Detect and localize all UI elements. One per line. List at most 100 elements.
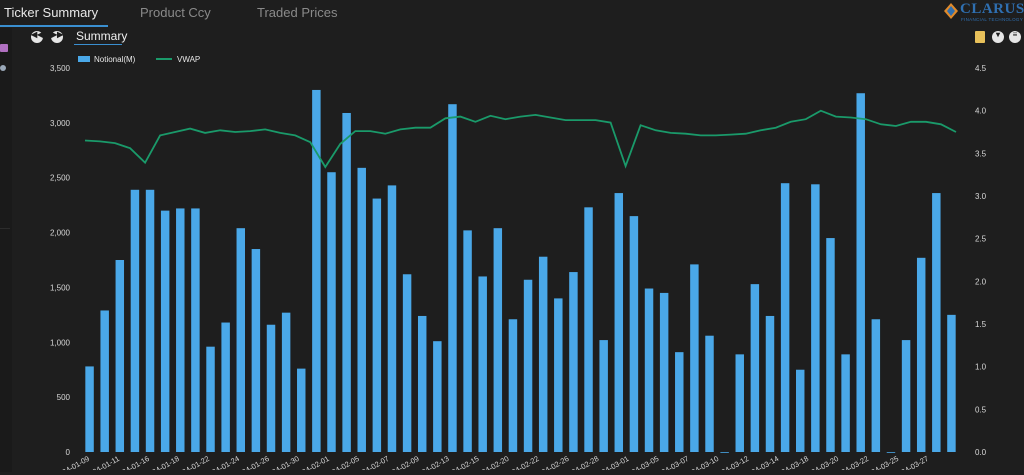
save-icon[interactable] <box>0 44 8 52</box>
x-tick-label: 2024-01-09 <box>53 454 91 470</box>
tab-traded-prices[interactable]: Traded Prices <box>257 5 338 20</box>
notional-bar[interactable] <box>100 310 109 452</box>
active-tab-indicator <box>0 25 108 27</box>
globe-icon[interactable] <box>0 65 6 71</box>
notional-bar[interactable] <box>569 272 578 452</box>
notional-bar[interactable] <box>780 183 790 452</box>
subtab-summary[interactable]: Summary <box>76 29 128 43</box>
notional-bar[interactable] <box>327 172 336 452</box>
notional-bar[interactable] <box>266 324 276 452</box>
summary-panel: ◀◀ ▶▶ Summary ▾ ≡ Notional(M) VWAP 0 500 1,… <box>22 29 1024 475</box>
notional-bar[interactable] <box>115 260 125 452</box>
y-left-tick-label: 2,500 <box>50 174 71 183</box>
notional-bar[interactable] <box>735 354 744 452</box>
notional-bar[interactable] <box>251 249 261 452</box>
y-right-tick-label: 4.5 <box>975 64 987 73</box>
y-right-tick-label: 1.0 <box>975 363 987 372</box>
logo-name: CLARUS <box>960 1 1024 17</box>
notional-bar[interactable] <box>886 452 896 453</box>
tab-product-ccy[interactable]: Product Ccy <box>140 5 211 20</box>
notional-bar[interactable] <box>478 276 487 452</box>
legend-notional-label: Notional(M) <box>94 55 136 64</box>
note-icon[interactable] <box>975 31 985 43</box>
collapse-icon[interactable]: ▾ <box>992 30 1004 43</box>
y-left-tick-label: 3,000 <box>50 119 71 128</box>
notional-bar[interactable] <box>191 208 200 452</box>
left-axis: 0 500 1,000 1,500 2,000 2,500 3,000 3,500 <box>50 64 71 457</box>
notional-bar[interactable] <box>281 312 291 452</box>
notional-bar[interactable] <box>417 315 427 452</box>
notional-bar[interactable] <box>644 288 654 452</box>
notional-bar[interactable] <box>145 189 155 453</box>
notional-bar[interactable] <box>402 274 412 452</box>
notional-bar[interactable] <box>221 322 230 452</box>
notional-bar[interactable] <box>932 193 941 452</box>
notional-bar[interactable] <box>675 352 684 452</box>
notional-vwap-chart: Notional(M) VWAP 0 500 1,000 1,500 2,000 2,500… <box>50 55 987 475</box>
notional-bar[interactable] <box>901 340 911 452</box>
notional-bar[interactable] <box>947 314 956 452</box>
notional-bar[interactable] <box>795 369 805 452</box>
notional-bar[interactable] <box>871 319 881 452</box>
notional-bar[interactable] <box>387 185 397 452</box>
rail-divider <box>0 228 10 229</box>
chart-area: Notional(M) VWAP 0 500 1,000 1,500 2,000 2,500… <box>27 50 1024 475</box>
notional-bar[interactable] <box>690 264 699 452</box>
notional-bar[interactable] <box>508 319 518 452</box>
rewind-icon[interactable]: ◀◀ <box>31 30 43 43</box>
tab-ticker-summary[interactable]: Ticker Summary <box>4 5 99 20</box>
notional-bar[interactable] <box>705 335 714 452</box>
notional-bar[interactable] <box>433 341 442 452</box>
notional-bar[interactable] <box>312 89 321 452</box>
notional-bar[interactable] <box>826 238 835 452</box>
notional-bar[interactable] <box>811 184 820 452</box>
notional-bar[interactable] <box>841 354 850 452</box>
clarus-logo: CLARUS FINANCIAL TECHNOLOGY <box>944 1 1024 27</box>
notional-bar[interactable] <box>659 292 669 452</box>
notional-bar[interactable] <box>85 366 94 452</box>
notional-bar[interactable] <box>750 284 760 452</box>
y-right-tick-label: 3.5 <box>975 149 987 158</box>
notional-bar[interactable] <box>538 256 548 452</box>
notional-bar[interactable] <box>554 298 563 452</box>
notional-bar[interactable] <box>720 452 729 453</box>
y-left-tick-label: 2,000 <box>50 229 71 238</box>
notional-bar[interactable] <box>160 210 170 452</box>
notional-bar[interactable] <box>856 93 865 452</box>
notional-bar[interactable] <box>297 368 306 452</box>
right-axis: 0.0 0.5 1.0 1.5 2.0 2.5 3.0 3.5 4.0 4.5 <box>975 64 987 457</box>
notional-bar[interactable] <box>130 189 140 453</box>
notional-bar[interactable] <box>916 257 926 452</box>
notional-bar[interactable] <box>357 167 366 452</box>
y-left-tick-label: 1,500 <box>50 283 71 292</box>
notional-bar[interactable] <box>448 104 457 452</box>
notional-bar[interactable] <box>523 279 533 452</box>
notional-bar[interactable] <box>584 207 593 452</box>
notional-bar[interactable] <box>765 315 775 452</box>
notional-bar[interactable] <box>206 346 215 452</box>
fast-forward-icon[interactable]: ▶▶ <box>51 30 63 43</box>
notional-bar[interactable] <box>614 193 624 452</box>
notional-bar[interactable] <box>599 340 608 452</box>
x-axis-labels: 2024-01-092024-01-112024-01-162024-01-18… <box>53 454 930 475</box>
notional-bar[interactable] <box>176 208 185 452</box>
y-left-tick-label: 1,000 <box>50 338 71 347</box>
notional-bar[interactable] <box>372 198 382 452</box>
y-right-tick-label: 2.0 <box>975 277 987 286</box>
notional-bar[interactable] <box>463 230 472 452</box>
y-right-tick-label: 2.5 <box>975 235 987 244</box>
notional-bar[interactable] <box>236 228 246 452</box>
expand-icon[interactable]: ≡ <box>1009 30 1021 43</box>
y-left-tick-label: 500 <box>57 393 71 402</box>
notional-bar[interactable] <box>493 228 503 452</box>
y-right-tick-label: 4.0 <box>975 107 987 116</box>
notional-bar[interactable] <box>629 216 639 452</box>
y-left-tick-label: 0 <box>66 448 71 457</box>
y-right-tick-label: 0.0 <box>975 448 987 457</box>
notional-bar[interactable] <box>342 112 351 453</box>
left-rail <box>0 28 12 472</box>
logo-mark-icon <box>944 3 958 19</box>
y-left-tick-label: 3,500 <box>50 64 71 73</box>
chart-legend: Notional(M) VWAP <box>78 55 200 64</box>
legend-vwap-label: VWAP <box>177 55 200 64</box>
